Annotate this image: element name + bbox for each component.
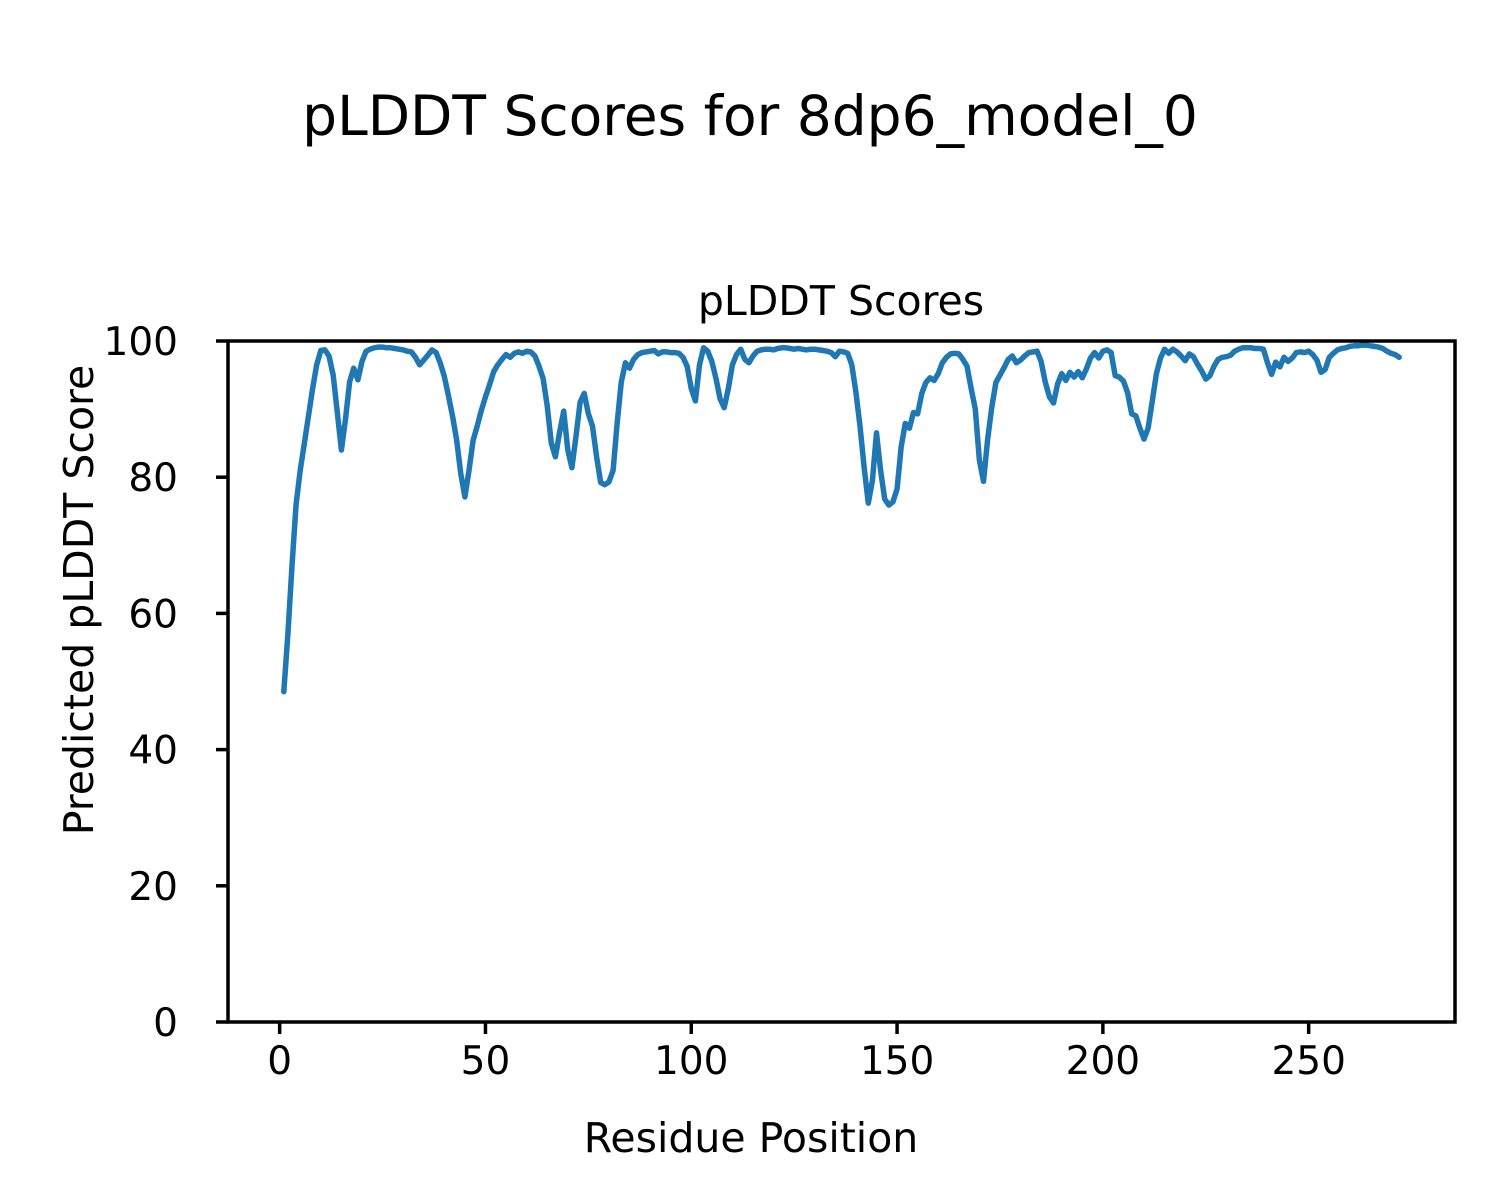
- x-axis-label: Residue Position: [584, 1114, 919, 1162]
- x-tick-label: 250: [1271, 1039, 1345, 1084]
- y-axis-label: Predicted pLDDT Score: [55, 365, 103, 835]
- plddt-line: [281, 342, 1402, 695]
- figure-title: pLDDT Scores for 8dp6_model_0: [302, 84, 1198, 148]
- y-tick-label: 20: [128, 865, 178, 910]
- x-tick-label: 150: [860, 1039, 934, 1084]
- y-ticks: 0 20 40 60 80 100: [104, 320, 228, 1046]
- x-tick-label: 200: [1066, 1039, 1140, 1084]
- axes-frame: [226, 339, 1457, 1024]
- x-ticks: 0 50 100 150 200 250: [267, 1022, 1346, 1084]
- y-tick-label: 100: [104, 320, 178, 365]
- x-tick-label: 50: [461, 1039, 511, 1084]
- y-tick-label: 40: [128, 729, 178, 774]
- y-tick-label: 60: [128, 592, 178, 637]
- axes-title: pLDDT Scores: [698, 277, 984, 325]
- y-tick-label: 80: [128, 456, 178, 501]
- x-tick-label: 100: [654, 1039, 728, 1084]
- x-tick-label: 0: [267, 1039, 292, 1084]
- y-tick-label: 0: [153, 1001, 178, 1046]
